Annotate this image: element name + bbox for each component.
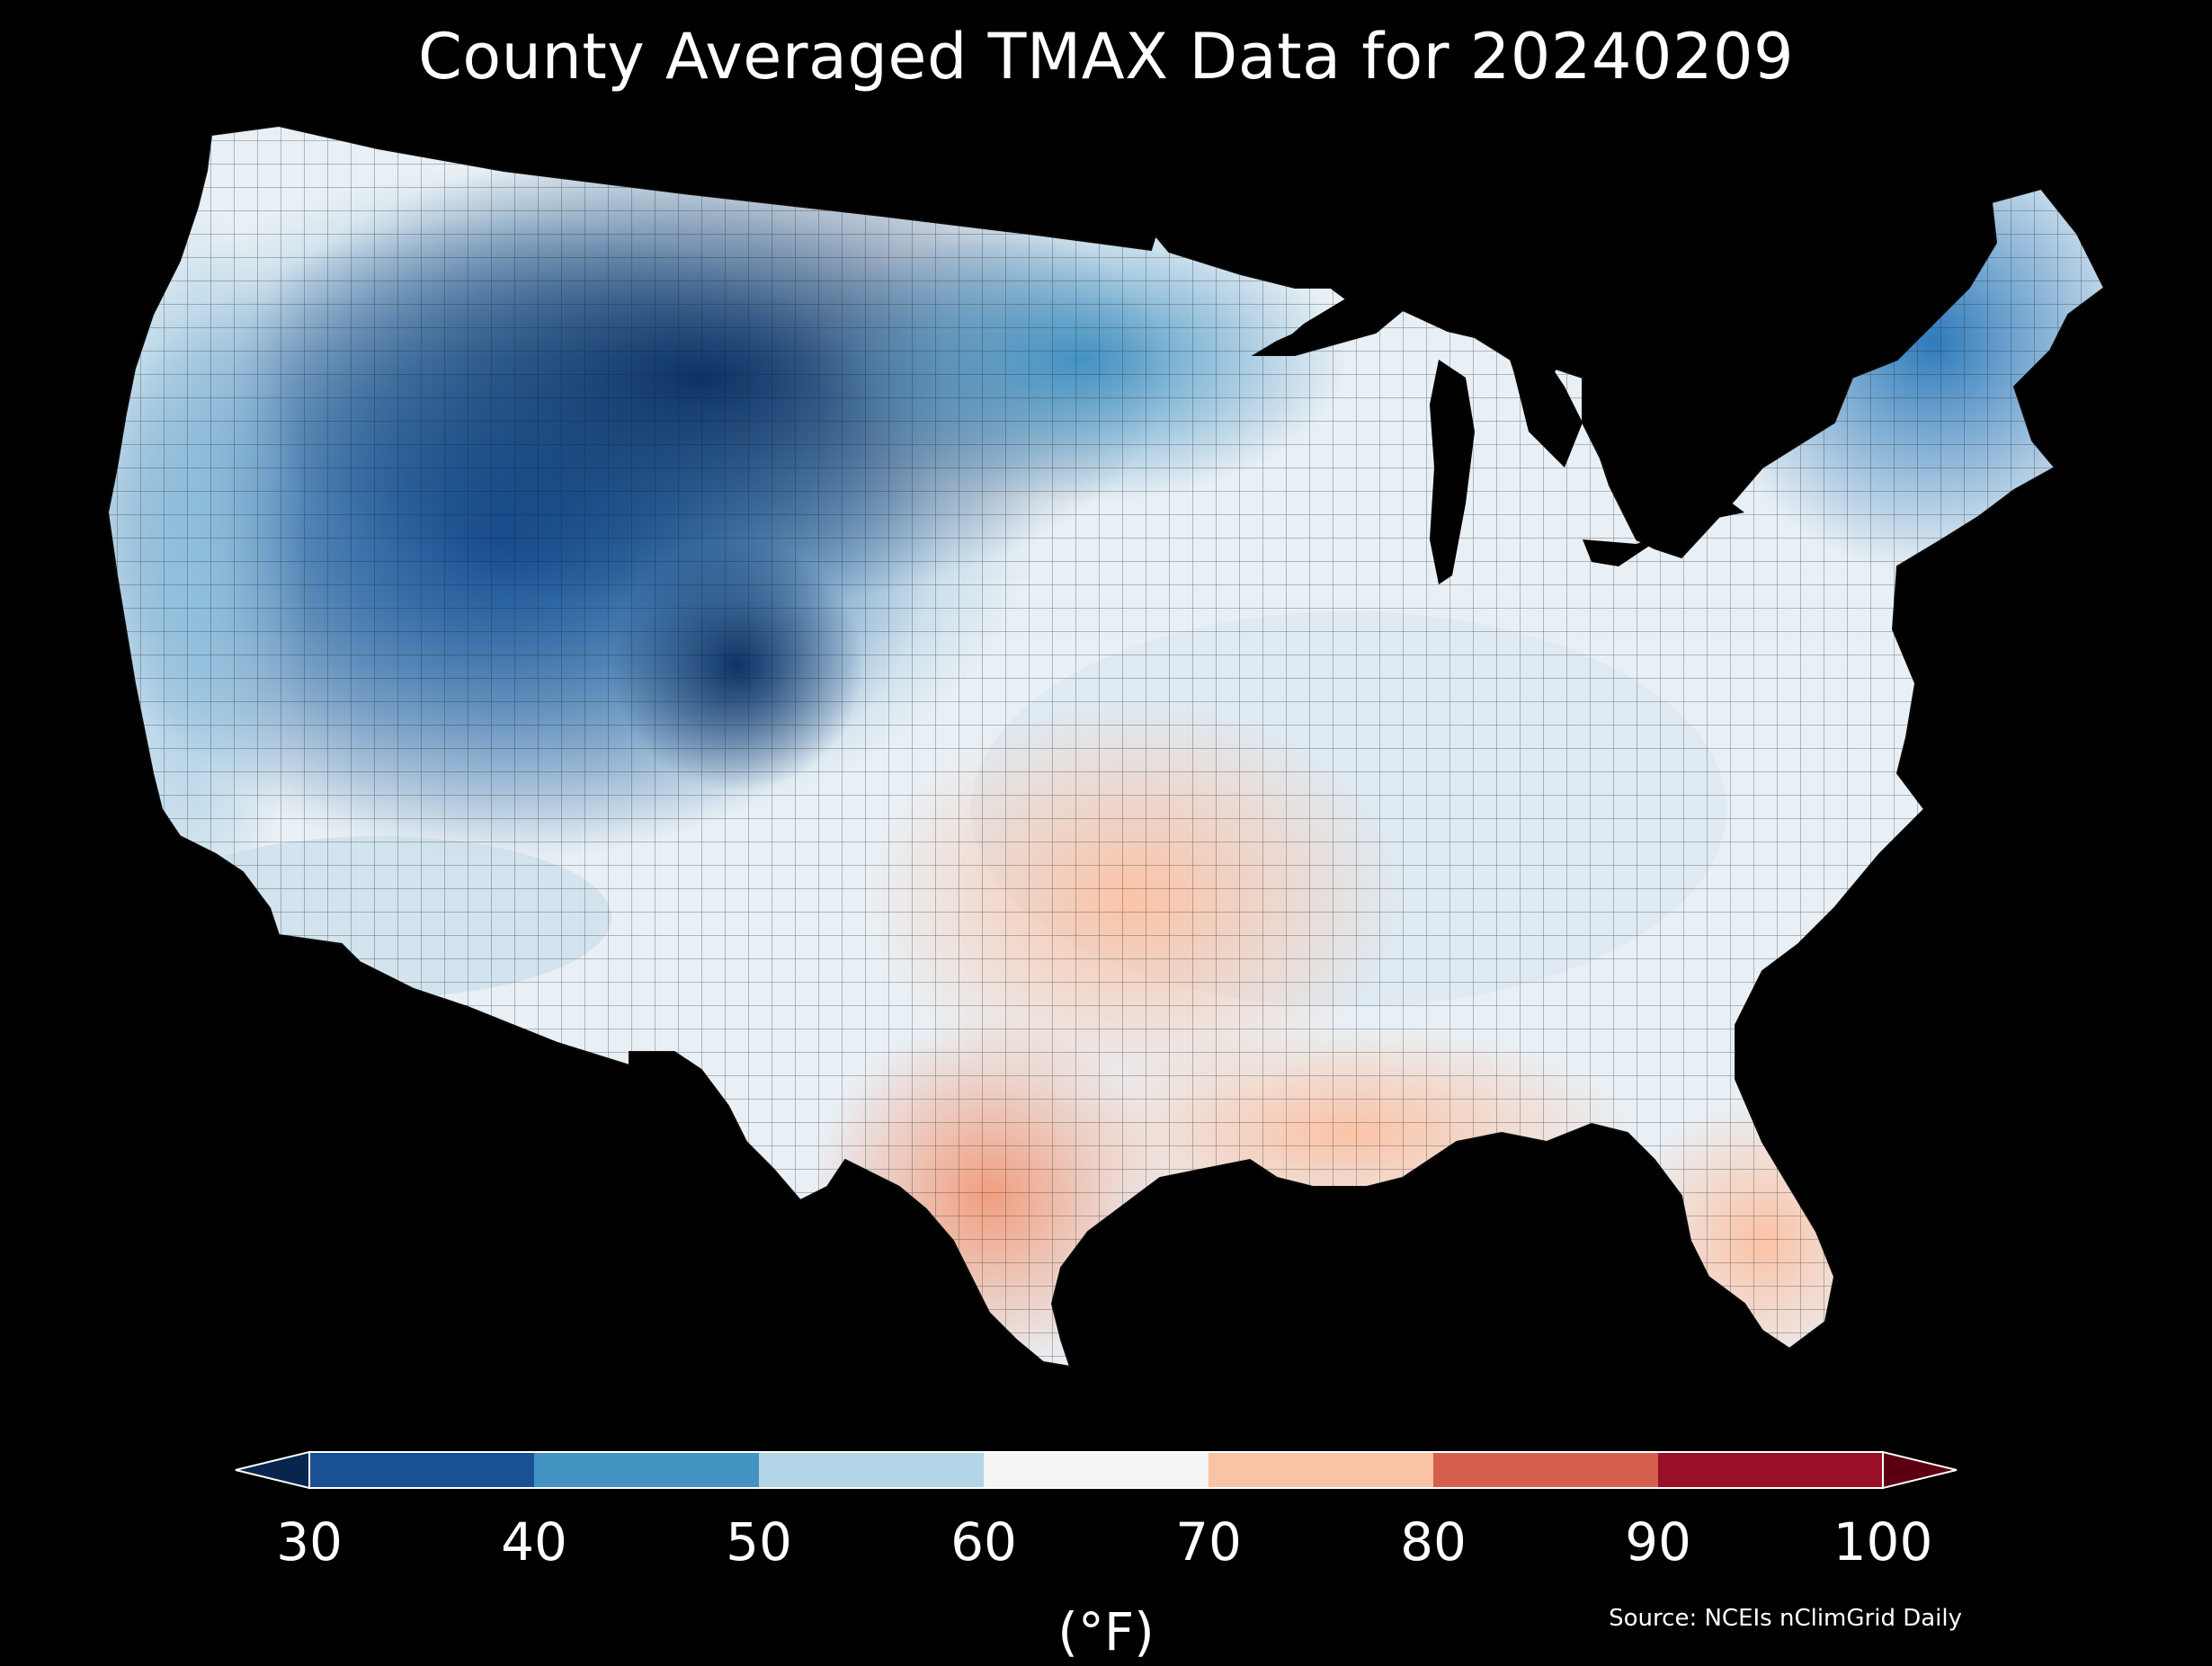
colorbar-unit-label: (°F) — [1057, 1601, 1155, 1662]
source-credit: Source: NCEIs nClimGrid Daily — [1609, 1605, 1962, 1632]
colorbar-tick-label: 50 — [726, 1511, 792, 1572]
colorbar-tick-label: 90 — [1625, 1511, 1691, 1572]
colorbar-frame — [308, 1451, 1884, 1489]
colorbar-bin-50-60 — [759, 1452, 984, 1488]
county-fill-layer — [108, 126, 2104, 1367]
colorbar — [235, 1450, 1958, 1490]
colorbar-tick-label: 70 — [1175, 1511, 1242, 1572]
colorbar-tick-label: 40 — [501, 1511, 567, 1572]
colorbar-bin-90-100 — [1658, 1452, 1883, 1488]
colorbar-bin-80-90 — [1433, 1452, 1658, 1488]
great-lakes — [1268, 297, 1744, 584]
colorbar-tick-label: 100 — [1833, 1511, 1933, 1572]
colorbar-bin-60-70 — [984, 1452, 1209, 1488]
colorbar-tick-label: 80 — [1400, 1511, 1467, 1572]
map-title: County Averaged TMAX Data for 20240209 — [417, 20, 1795, 94]
colorbar-tick-label: 60 — [950, 1511, 1017, 1572]
colorbar-bin-30-40 — [309, 1452, 534, 1488]
colorbar-tick-label: 30 — [276, 1511, 343, 1572]
colorbar-over-arrow — [1882, 1450, 1958, 1490]
colorbar-bin-70-80 — [1209, 1452, 1433, 1488]
colorbar-under-arrow — [235, 1450, 310, 1490]
colorbar-bin-40-50 — [534, 1452, 759, 1488]
